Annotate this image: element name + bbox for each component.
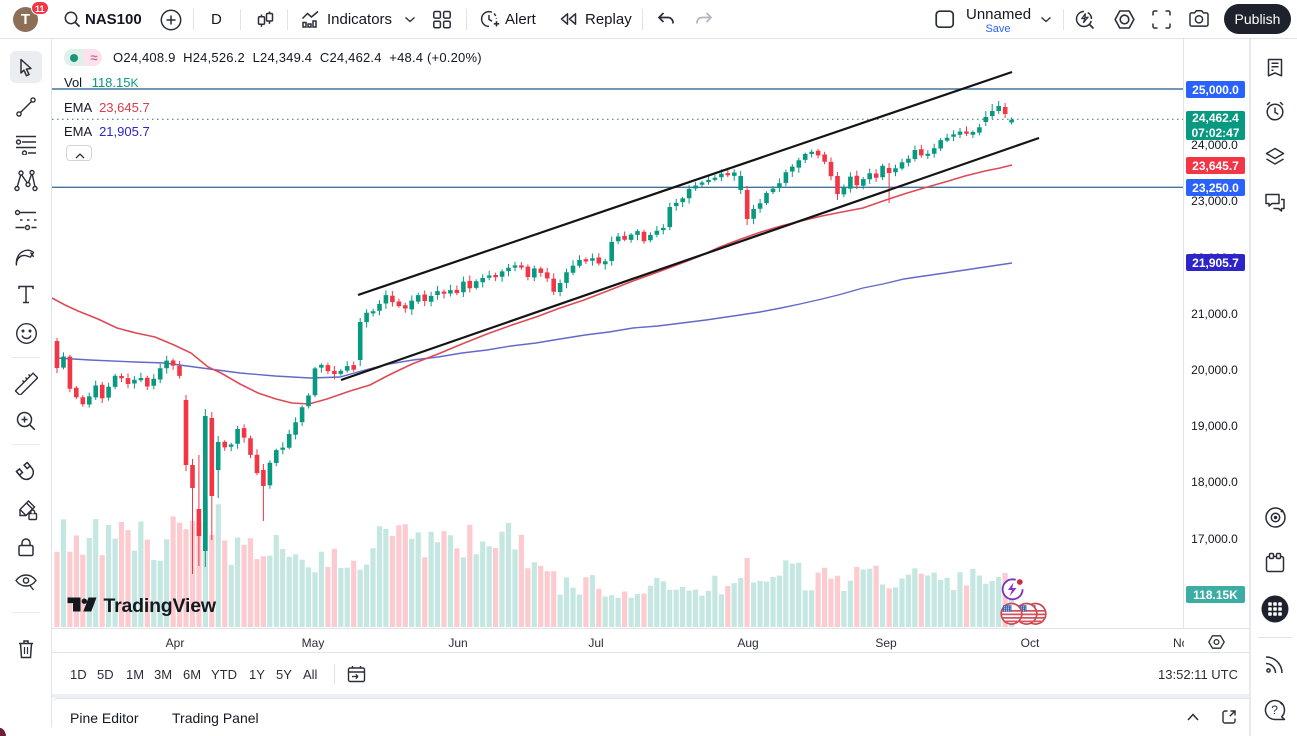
svg-text:?: ?	[1271, 703, 1278, 717]
svg-text:TradingView: TradingView	[104, 595, 217, 617]
